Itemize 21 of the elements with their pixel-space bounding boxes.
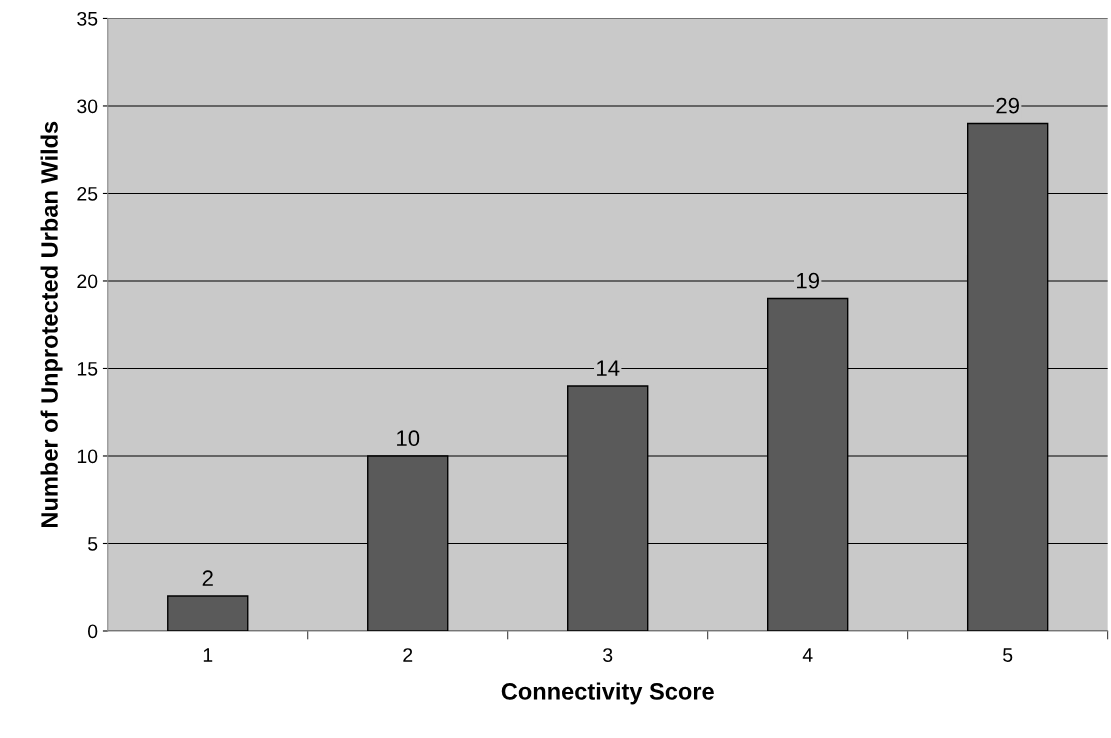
y-axis-title: Number of Unprotected Urban Wilds xyxy=(40,121,63,528)
y-tick-label: 20 xyxy=(77,274,98,289)
data-label: 14 xyxy=(597,360,620,376)
x-tick-label: 1 xyxy=(203,648,213,662)
data-label: 19 xyxy=(797,272,819,289)
y-tick-label: 25 xyxy=(77,186,98,201)
x-tick-label: 5 xyxy=(1003,648,1013,662)
data-label: 10 xyxy=(397,430,420,447)
y-tick-label: 35 xyxy=(77,11,98,26)
x-tick-label: 3 xyxy=(603,648,613,662)
x-axis-title: Connectivity Score xyxy=(501,682,714,705)
x-tick-label: 2 xyxy=(403,648,413,662)
y-tick-label: 5 xyxy=(88,537,98,551)
y-tick-label: 30 xyxy=(77,99,98,114)
data-label: 2 xyxy=(202,570,213,586)
y-tick-label: 15 xyxy=(77,362,98,376)
x-tick-label: 4 xyxy=(802,648,813,662)
y-tick-label: 10 xyxy=(77,449,98,464)
y-tick-label: 0 xyxy=(87,624,98,639)
bar xyxy=(167,595,249,631)
data-label: 29 xyxy=(996,97,1019,114)
